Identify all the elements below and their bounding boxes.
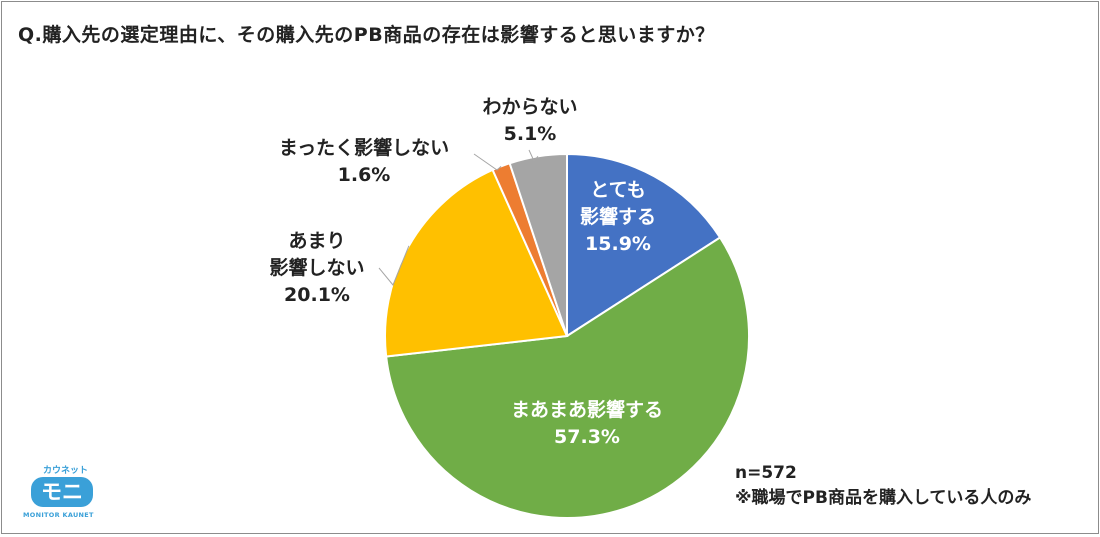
slice-label-3: まったく影響しない 1.6% [278, 137, 450, 186]
leader-line-2 [378, 245, 410, 286]
pie-slice-1 [385, 236, 750, 519]
pie-slice-4 [508, 152, 568, 337]
slice-label-4: わからない 5.1% [482, 96, 578, 145]
sample-condition: ※職場でPB商品を購入している人のみ [735, 488, 1032, 508]
slice-label-1: まあまあ影響する 57.3% [510, 399, 663, 448]
chart-title: Q.購入先の選定理由に、その購入先のPB商品の存在は影響すると思いますか？ [18, 24, 715, 46]
sample-note: n=572 ※職場でPB商品を購入している人のみ [735, 461, 1031, 511]
slice-label-0: とても 影響する 15.9% [579, 179, 656, 255]
logo-kana: カウネット [43, 466, 89, 476]
logo-name: モニカ [31, 477, 93, 534]
monika-logo: カウネット モニカ MONITOR KAUNET [23, 463, 103, 534]
leader-line-4 [528, 149, 539, 162]
logo-sub: MONITOR KAUNET [23, 511, 94, 519]
pie-slice-0 [566, 152, 722, 338]
leader-line-3 [473, 153, 502, 171]
sample-size: n=572 [735, 463, 797, 483]
slice-label-2: あまり 影響しない 20.1% [269, 230, 365, 306]
